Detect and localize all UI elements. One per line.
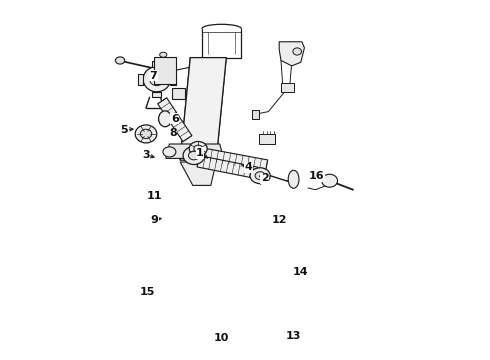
Ellipse shape — [143, 67, 171, 92]
Text: 4: 4 — [245, 162, 252, 172]
Ellipse shape — [288, 170, 299, 188]
Text: 15: 15 — [140, 287, 155, 297]
Ellipse shape — [159, 111, 171, 127]
Ellipse shape — [189, 151, 199, 160]
Polygon shape — [152, 92, 161, 97]
Polygon shape — [197, 156, 258, 179]
Ellipse shape — [293, 48, 301, 55]
Text: 13: 13 — [286, 330, 301, 341]
Polygon shape — [158, 98, 192, 141]
Polygon shape — [180, 58, 226, 160]
Ellipse shape — [250, 168, 270, 184]
Ellipse shape — [135, 125, 157, 143]
Text: 11: 11 — [147, 191, 162, 201]
Text: 14: 14 — [293, 267, 309, 277]
Ellipse shape — [189, 141, 207, 156]
Polygon shape — [180, 162, 216, 185]
Text: 3: 3 — [142, 150, 150, 160]
Ellipse shape — [149, 73, 164, 86]
Polygon shape — [279, 42, 304, 66]
Polygon shape — [171, 74, 175, 85]
Ellipse shape — [163, 147, 176, 157]
Polygon shape — [152, 61, 161, 67]
Text: 2: 2 — [261, 173, 269, 183]
Text: 9: 9 — [150, 215, 158, 225]
Polygon shape — [138, 74, 143, 85]
Ellipse shape — [194, 145, 202, 152]
Polygon shape — [281, 83, 294, 92]
Text: 16: 16 — [309, 171, 325, 181]
Polygon shape — [192, 146, 268, 171]
Polygon shape — [172, 88, 185, 99]
Ellipse shape — [140, 129, 152, 139]
Polygon shape — [166, 144, 223, 158]
Text: 8: 8 — [169, 128, 177, 138]
Text: 10: 10 — [214, 333, 229, 343]
Polygon shape — [252, 110, 259, 119]
Ellipse shape — [255, 172, 265, 180]
Text: 12: 12 — [271, 215, 287, 225]
Ellipse shape — [116, 57, 125, 64]
Text: 1: 1 — [196, 148, 204, 158]
Ellipse shape — [321, 174, 338, 187]
Polygon shape — [259, 134, 275, 144]
Polygon shape — [154, 57, 176, 84]
Text: 5: 5 — [121, 125, 128, 135]
Ellipse shape — [183, 147, 205, 165]
Text: 7: 7 — [149, 71, 157, 81]
Text: 6: 6 — [171, 114, 179, 124]
Ellipse shape — [160, 52, 167, 57]
